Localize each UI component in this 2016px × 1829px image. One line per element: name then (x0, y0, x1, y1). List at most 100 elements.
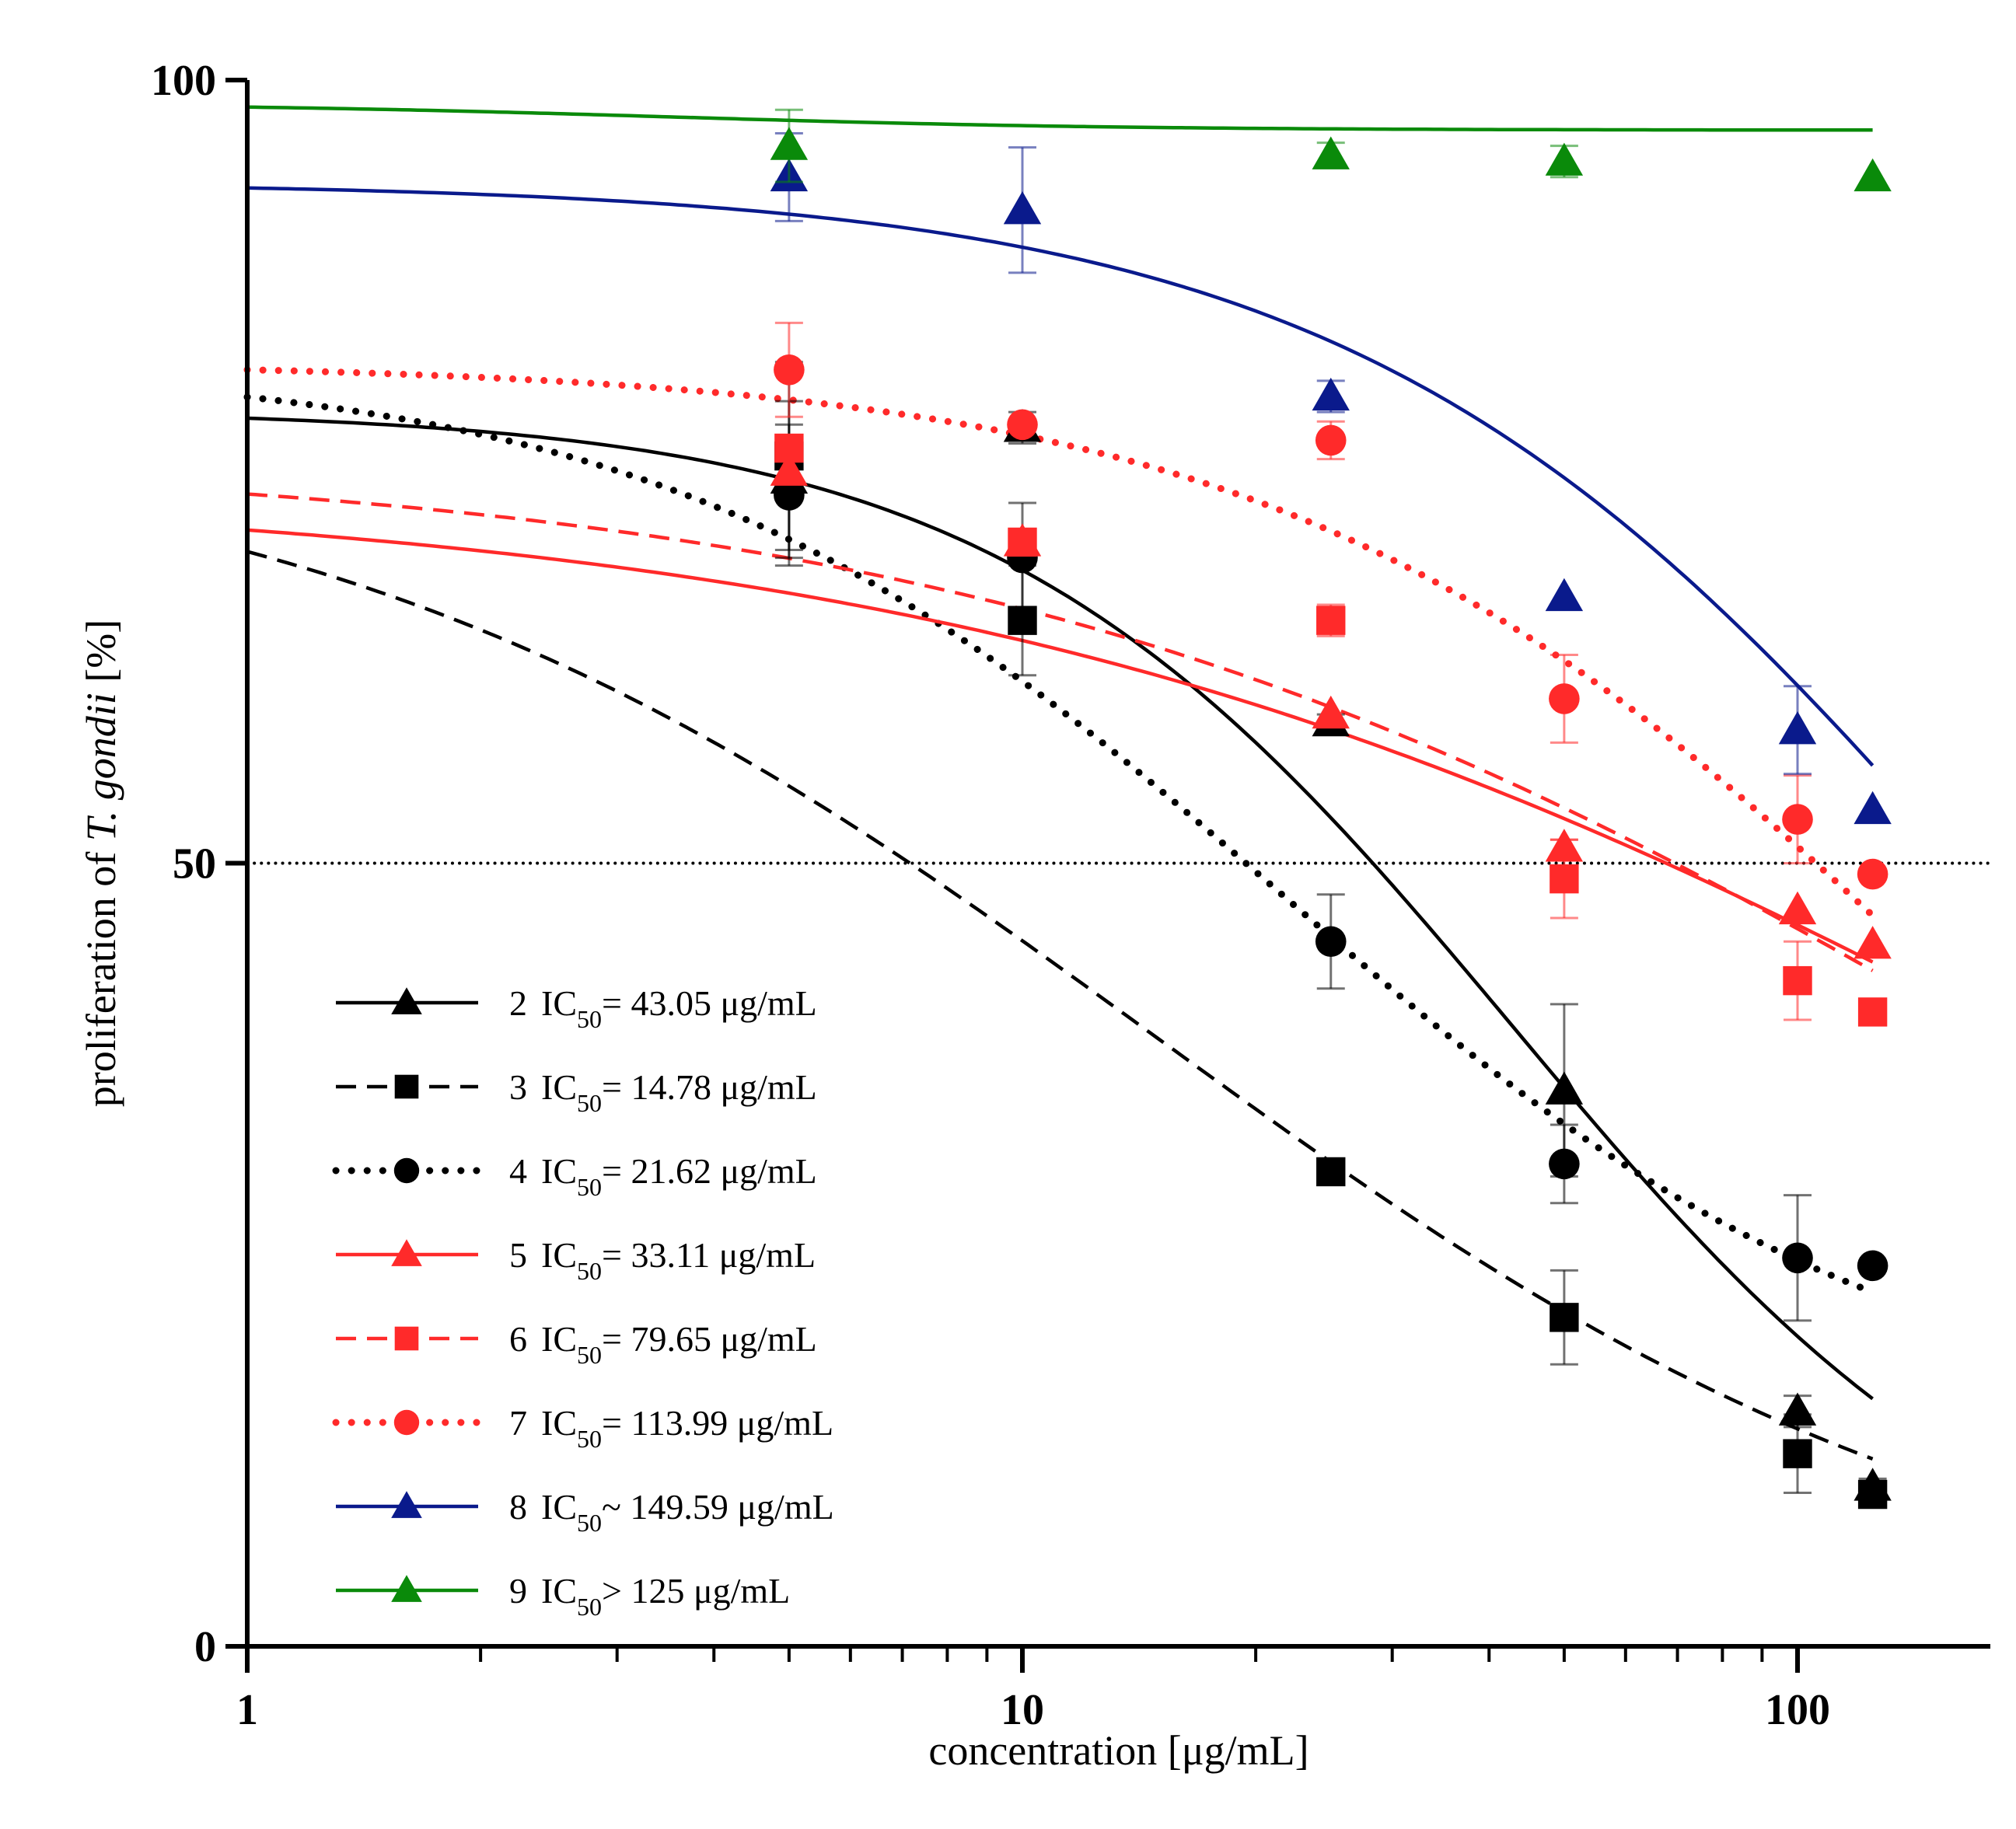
point-series-8-2 (1312, 377, 1350, 411)
legend-ic-value: > 125 μg/mL (602, 1571, 790, 1611)
y-axis-title: proliferation of T. gondii [%] (78, 620, 124, 1107)
curve-series-5 (246, 528, 1874, 964)
point-series-4-5 (1857, 1250, 1888, 1282)
legend-marker-series-3 (394, 1074, 419, 1099)
point-series-8-3 (1545, 578, 1584, 612)
point-series-9-1 (1312, 136, 1350, 169)
legend-label-series-4: 4 IC50= 21.62 μg/mL (509, 1151, 817, 1201)
point-series-2-3 (1545, 1071, 1584, 1105)
x-tick-label-10: 10 (1001, 1686, 1044, 1734)
point-series-6-5 (1857, 997, 1888, 1027)
curve-series-7 (243, 366, 1877, 920)
legend-label-series-8: 8 IC50~ 149.59 μg/mL (509, 1487, 834, 1537)
legend-label-series-2: 2 IC50= 43.05 μg/mL (509, 983, 817, 1033)
legend-ic-value: = 14.78 μg/mL (602, 1067, 817, 1107)
legend-marker-series-5 (391, 1239, 422, 1266)
point-series-7-3 (1549, 683, 1580, 714)
curves-layer (243, 105, 1877, 1461)
legend-ic-subscript: 50 (577, 1257, 602, 1285)
y-axis-title-organism: T. gondii (78, 693, 124, 841)
curve-series-8 (246, 186, 1874, 767)
point-series-9-3 (1854, 158, 1892, 192)
legend-marker-series-9 (391, 1575, 422, 1602)
legend-ic-subscript: 50 (577, 1173, 602, 1201)
x-axis-title: concentration [μg/mL] (928, 1727, 1308, 1774)
x-tick-label-1: 1 (236, 1686, 258, 1734)
legend-marker-series-6 (394, 1326, 419, 1351)
point-series-2-4 (1778, 1392, 1817, 1426)
point-series-5-0 (770, 452, 809, 486)
legend-ic-subscript: 50 (577, 1593, 602, 1621)
legend-ic-value: = 33.11 μg/mL (602, 1235, 816, 1275)
legend-ic-value: = 21.62 μg/mL (602, 1151, 817, 1191)
legend-ic-label: IC (541, 1319, 577, 1359)
point-series-4-4 (1782, 1242, 1813, 1274)
point-series-5-2 (1312, 695, 1350, 729)
legend-ic-subscript: 50 (577, 1341, 602, 1369)
legend-ic-subscript: 50 (577, 1509, 602, 1537)
legend-ic-value: = 43.05 μg/mL (602, 983, 817, 1023)
legend-ic-label: IC (541, 1235, 577, 1275)
legend-series-number: 8 (509, 1487, 527, 1527)
legend-ic-subscript: 50 (577, 1425, 602, 1453)
legend-ic-label: IC (541, 1487, 577, 1527)
y-axis-title-prefix: proliferation of (78, 841, 124, 1107)
point-series-4-3 (1549, 1148, 1580, 1180)
legend-ic-value: = 113.99 μg/mL (602, 1403, 833, 1443)
point-series-5-4 (1778, 891, 1817, 925)
point-series-6-2 (1316, 606, 1346, 635)
legend-ic-label: IC (541, 1403, 577, 1443)
point-series-7-5 (1857, 858, 1888, 890)
legend-ic-label: IC (541, 1067, 577, 1107)
point-series-3-2 (1316, 1157, 1346, 1187)
y-tick-label-50: 50 (173, 840, 216, 888)
legend-marker-series-7 (393, 1409, 420, 1436)
legend-series-number: 9 (509, 1571, 527, 1611)
point-series-5-5 (1854, 926, 1892, 959)
point-series-6-0 (774, 433, 804, 463)
legend-series-number: 4 (509, 1151, 527, 1191)
point-series-7-4 (1782, 804, 1813, 835)
point-series-3-3 (1550, 1303, 1579, 1332)
legend-series-number: 7 (509, 1403, 527, 1443)
y-axis-title-suffix: [%] (78, 620, 124, 693)
points-layer (770, 108, 1892, 1510)
point-series-3-4 (1783, 1439, 1812, 1468)
legend-ic-value: ~ 149.59 μg/mL (602, 1487, 834, 1527)
legend-series-number: 3 (509, 1067, 527, 1107)
point-series-6-4 (1783, 965, 1812, 996)
legend-ic-label: IC (541, 1151, 577, 1191)
legend-series-number: 5 (509, 1235, 527, 1275)
legend-marker-series-8 (391, 1491, 422, 1518)
legend: 2 IC50= 43.05 μg/mL3 IC50= 14.78 μg/mL4 IC5… (332, 983, 834, 1621)
point-series-8-5 (1854, 791, 1892, 825)
point-series-3-5 (1857, 1479, 1888, 1510)
legend-ic-label: IC (541, 1571, 577, 1611)
legend-ic-value: = 79.65 μg/mL (602, 1319, 817, 1359)
point-series-9-2 (1545, 142, 1584, 176)
legend-label-series-7: 7 IC50= 113.99 μg/mL (509, 1403, 833, 1453)
legend-marker-series-4 (393, 1157, 420, 1184)
point-series-7-0 (774, 354, 805, 386)
legend-ic-subscript: 50 (577, 1089, 602, 1117)
curve-series-3 (246, 550, 1874, 1461)
curve-series-9 (246, 105, 1873, 132)
curve-series-2 (246, 416, 1874, 1401)
legend-series-number: 6 (509, 1319, 527, 1359)
x-tick-label-100: 100 (1765, 1686, 1830, 1734)
point-series-8-4 (1778, 711, 1817, 745)
legend-ic-subscript: 50 (577, 1005, 602, 1033)
point-series-4-2 (1315, 926, 1347, 958)
point-series-6-3 (1550, 864, 1579, 894)
legend-label-series-6: 6 IC50= 79.65 μg/mL (509, 1319, 817, 1369)
legend-label-series-9: 9 IC50> 125 μg/mL (509, 1571, 790, 1621)
legend-marker-series-2 (391, 987, 422, 1014)
point-series-9-0 (770, 127, 809, 160)
point-series-8-1 (1003, 191, 1042, 225)
axes: 1 10 100 0 50 100 (151, 57, 1990, 1734)
legend-series-number: 2 (509, 983, 527, 1023)
curve-series-6 (246, 492, 1874, 972)
point-series-7-1 (1007, 409, 1038, 441)
point-series-6-1 (1008, 527, 1037, 557)
